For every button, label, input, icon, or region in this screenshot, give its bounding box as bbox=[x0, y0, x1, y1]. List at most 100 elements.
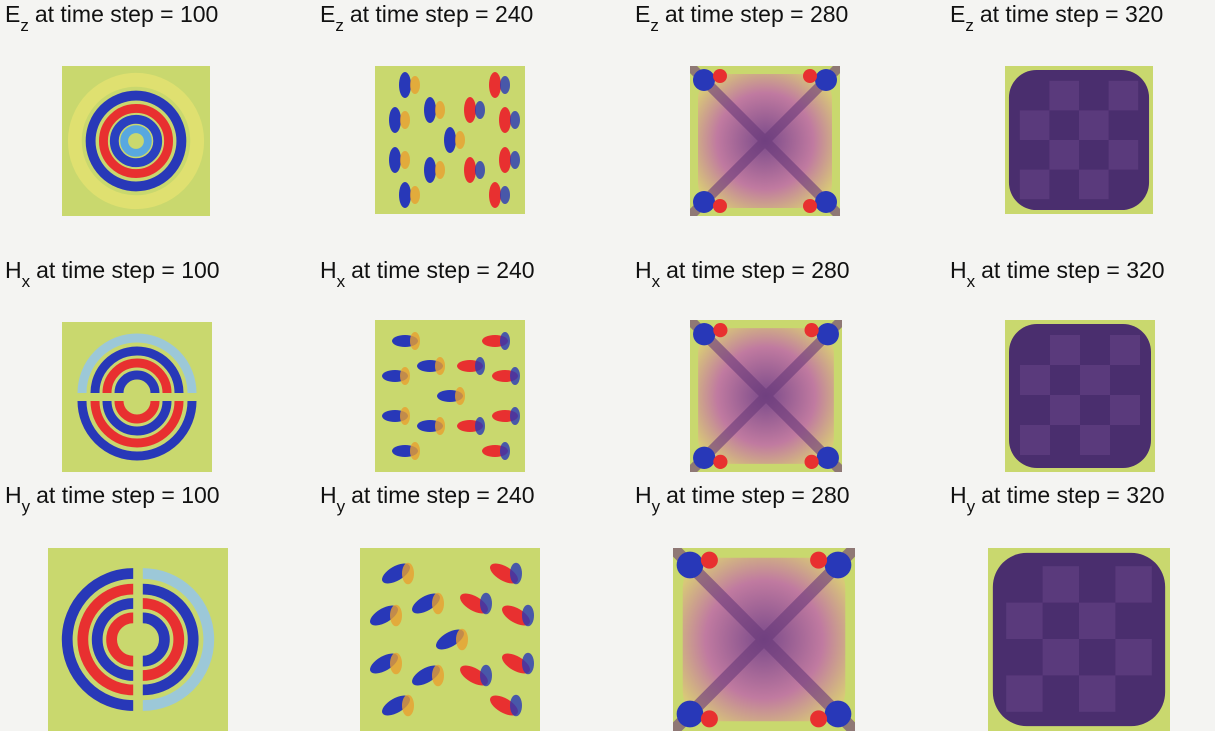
field-subscript: z bbox=[650, 16, 659, 35]
check bbox=[1079, 602, 1116, 639]
arcs bbox=[77, 333, 197, 461]
image-bg bbox=[62, 322, 212, 472]
diag bbox=[690, 320, 842, 472]
check bbox=[1079, 110, 1109, 140]
blob bbox=[489, 182, 501, 208]
field-symbol: E bbox=[5, 1, 20, 27]
corner bbox=[676, 700, 704, 728]
panel-title: Hx at time step = 240 bbox=[320, 257, 535, 291]
field-symbol: H bbox=[320, 482, 337, 508]
corner bbox=[676, 551, 704, 579]
arc bbox=[77, 583, 134, 696]
diag bbox=[673, 548, 855, 731]
arc bbox=[90, 400, 184, 448]
field-symbol: H bbox=[5, 257, 22, 283]
panel-title: Ez at time step = 280 bbox=[635, 1, 848, 35]
blob bbox=[432, 664, 444, 687]
corner bbox=[693, 446, 716, 469]
check bbox=[1115, 566, 1152, 603]
field-symbol: E bbox=[950, 1, 965, 27]
panel-title: Hy at time step = 280 bbox=[635, 482, 850, 516]
blob bbox=[400, 111, 410, 129]
blob bbox=[455, 387, 465, 405]
field-subscript: z bbox=[20, 16, 29, 35]
corner bbox=[693, 191, 715, 213]
blob bbox=[475, 357, 485, 375]
check bbox=[1006, 675, 1043, 712]
corner bbox=[810, 710, 828, 728]
corner bbox=[713, 454, 728, 469]
check bbox=[1042, 639, 1079, 676]
corner bbox=[824, 551, 852, 579]
field-image bbox=[988, 548, 1170, 731]
check bbox=[1115, 639, 1152, 676]
blob bbox=[410, 186, 420, 204]
check bbox=[1050, 335, 1080, 365]
blob bbox=[390, 652, 402, 675]
field-subscript: z bbox=[335, 16, 344, 35]
blob bbox=[500, 186, 510, 204]
title-caption: at time step = 320 bbox=[981, 257, 1164, 283]
corner bbox=[713, 69, 727, 83]
blob bbox=[475, 417, 485, 435]
blob bbox=[455, 131, 465, 149]
field-image bbox=[62, 322, 212, 472]
corner bbox=[700, 710, 718, 728]
blob bbox=[489, 72, 501, 98]
blob bbox=[500, 332, 510, 350]
field-subscript: y bbox=[22, 497, 31, 516]
blob bbox=[475, 101, 485, 119]
blob bbox=[444, 127, 456, 153]
field-symbol: H bbox=[950, 257, 967, 283]
panel-title: Ez at time step = 100 bbox=[5, 1, 218, 35]
blob bbox=[464, 157, 476, 183]
blob bbox=[410, 332, 420, 350]
arc bbox=[142, 568, 215, 711]
corner bbox=[693, 69, 715, 91]
image-bg bbox=[62, 66, 210, 216]
field-symbol: E bbox=[635, 1, 650, 27]
blob bbox=[510, 562, 522, 585]
blob bbox=[510, 407, 520, 425]
panel-title: Hx at time step = 100 bbox=[5, 257, 220, 291]
blob bbox=[390, 604, 402, 627]
arc bbox=[77, 400, 197, 461]
field-symbol: H bbox=[320, 257, 337, 283]
ring bbox=[67, 72, 205, 210]
arc bbox=[102, 400, 172, 436]
title-caption: at time step = 280 bbox=[666, 482, 849, 508]
blob bbox=[510, 694, 522, 717]
field-subscript: y bbox=[652, 497, 661, 516]
corner bbox=[700, 551, 718, 569]
blob bbox=[464, 97, 476, 123]
panel-title: Hy at time step = 320 bbox=[950, 482, 1165, 516]
blob bbox=[402, 562, 414, 585]
blob bbox=[510, 151, 520, 169]
blob bbox=[475, 161, 485, 179]
check bbox=[1108, 140, 1139, 170]
blob bbox=[456, 628, 468, 651]
check bbox=[1110, 335, 1140, 365]
arc bbox=[91, 598, 134, 681]
blob bbox=[510, 111, 520, 129]
check bbox=[1019, 110, 1050, 140]
field-image bbox=[690, 66, 840, 216]
arc bbox=[142, 583, 199, 696]
title-caption: at time step = 100 bbox=[36, 257, 219, 283]
check bbox=[1079, 675, 1116, 712]
field-subscript: x bbox=[337, 272, 346, 291]
arc bbox=[142, 598, 185, 681]
blob bbox=[435, 417, 445, 435]
blob bbox=[500, 442, 510, 460]
arc bbox=[106, 612, 134, 667]
field-symbol: H bbox=[635, 482, 652, 508]
ring bbox=[85, 90, 187, 192]
title-caption: at time step = 240 bbox=[350, 1, 533, 27]
blob bbox=[435, 161, 445, 179]
corner bbox=[824, 700, 852, 728]
field-subscript: z bbox=[965, 16, 974, 35]
blob bbox=[435, 101, 445, 119]
corner bbox=[713, 323, 728, 338]
check bbox=[1080, 425, 1110, 455]
